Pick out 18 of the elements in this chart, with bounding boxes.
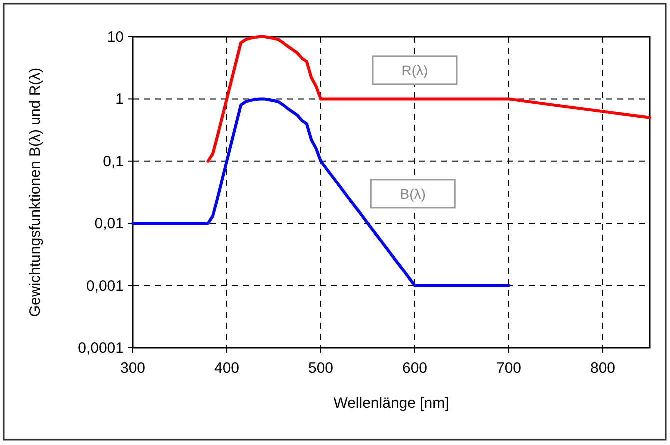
line-series [132, 98, 510, 288]
x-axis-title: Wellenlänge [nm] [334, 395, 450, 412]
line-series [206, 36, 652, 163]
y-axis-title: Gewichtungsfunktionen B(λ) und R(λ) [27, 68, 44, 318]
series-label: R(λ) [402, 62, 428, 78]
x-tick-label: 300 [120, 360, 146, 377]
y-tick-label: 0,001 [86, 278, 124, 295]
y-tick-label: 0,0001 [78, 340, 124, 357]
y-tick-label: 10 [107, 29, 124, 46]
text: B(λ) [400, 186, 426, 202]
x-tick-label: 500 [308, 360, 334, 377]
x-tick-label: 600 [402, 360, 428, 377]
x-tick-label: 800 [590, 360, 616, 377]
y-tick-label: 0,01 [94, 216, 124, 233]
x-tick-label: 400 [214, 360, 240, 377]
x-tick-label: 700 [496, 360, 522, 377]
y-tick-label: 0,1 [103, 153, 124, 170]
y-tick-label: 1 [116, 91, 124, 108]
